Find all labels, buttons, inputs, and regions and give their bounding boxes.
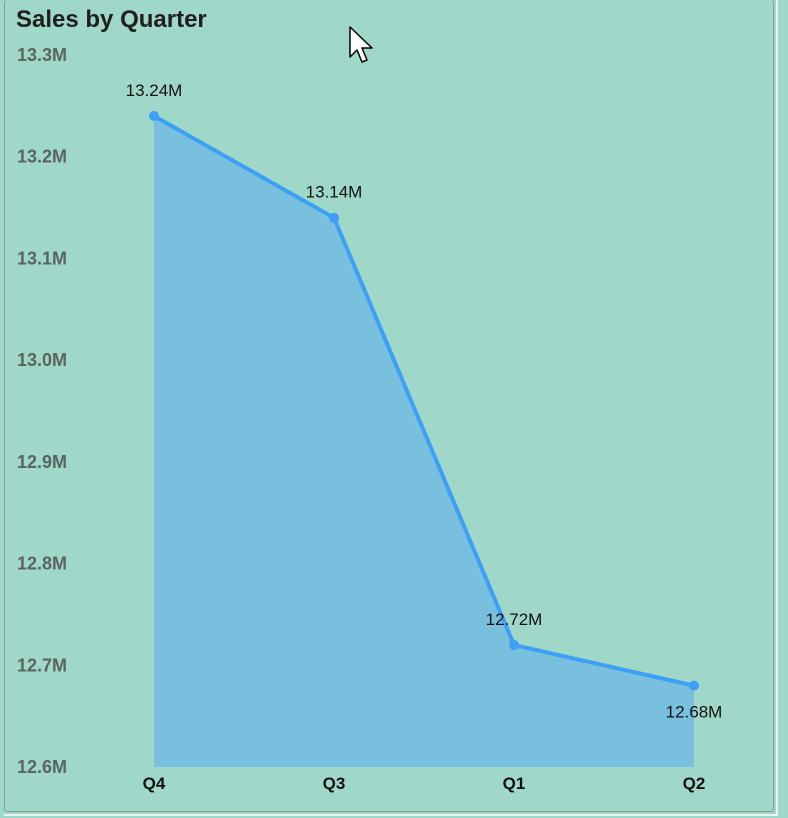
data-label: 12.68M [666,703,723,722]
y-tick-label: 12.9M [17,452,67,472]
data-point-q2[interactable] [689,680,699,691]
x-tick-label: Q1 [503,774,526,793]
y-axis: 13.3M 13.2M 13.1M 13.0M 12.9M 12.8M 12.7M 12.6M [17,45,67,777]
data-label: 12.72M [486,610,543,629]
y-tick-label: 13.3M [17,45,67,65]
data-point-q1[interactable] [509,639,519,650]
visual-border-right [776,0,778,814]
y-tick-label: 12.8M [17,554,67,574]
area-fill [154,116,694,768]
data-point-q3[interactable] [329,212,339,223]
x-tick-label: Q3 [323,774,346,793]
y-tick-label: 13.2M [17,147,67,167]
y-tick-label: 13.0M [17,350,67,370]
x-tick-label: Q4 [143,774,166,793]
data-point-q4[interactable] [149,111,159,122]
chart-title: Sales by Quarter [16,6,207,33]
y-tick-label: 12.7M [17,655,67,675]
y-tick-label: 13.1M [17,248,67,268]
data-labels: 13.24M 13.14M 12.72M 12.68M [126,81,723,722]
x-tick-label: Q2 [683,774,706,793]
series-line [153,114,695,688]
data-label: 13.24M [126,81,183,100]
data-points [149,111,699,691]
x-axis: Q4 Q3 Q1 Q2 [143,774,706,793]
data-label: 13.14M [306,183,363,202]
mouse-pointer-icon [349,26,373,63]
chart-visual[interactable] [4,0,774,812]
y-tick-label: 12.6M [17,757,67,777]
visual-border-bottom [4,814,778,816]
